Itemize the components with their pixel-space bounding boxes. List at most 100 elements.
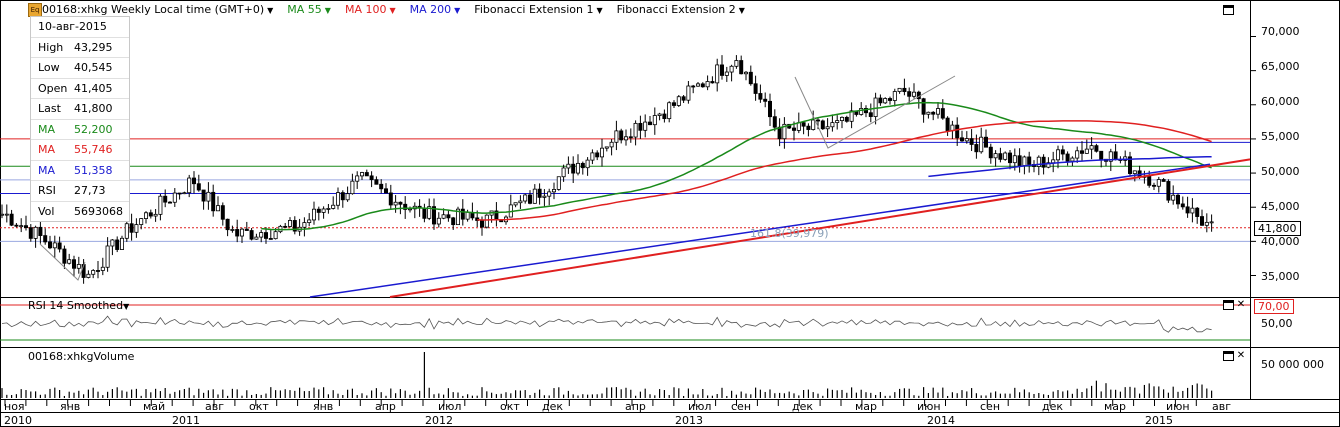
info-value-last: 41,800	[74, 102, 113, 116]
candle-body	[292, 220, 297, 232]
rsi-pane-maximize-icon[interactable]	[1223, 300, 1234, 310]
candle-body	[1171, 194, 1176, 201]
candle-body	[979, 136, 984, 153]
candle-body	[86, 273, 91, 278]
candle-body	[806, 125, 811, 130]
info-label-open: Open	[38, 81, 68, 95]
rsi-pane-title[interactable]: RSI 14 Smoothed▼	[28, 299, 130, 312]
candle-body	[407, 208, 412, 211]
candle-body	[945, 117, 950, 132]
candle-body	[571, 163, 576, 174]
candle-body	[744, 71, 749, 75]
candle-body	[849, 110, 854, 122]
candle-body	[897, 87, 902, 92]
info-value-low: 40,545	[74, 61, 113, 75]
ma55-line	[261, 101, 1212, 231]
candle-body	[1209, 221, 1214, 224]
candle-body	[1017, 155, 1022, 166]
last-price-tag: 41,800	[1254, 221, 1301, 236]
candle-body	[705, 81, 710, 88]
candle-body	[600, 147, 605, 158]
time-axis-month: дек	[1042, 400, 1064, 413]
info-date: 10-авг-2015	[38, 20, 107, 34]
rsi-pane-close-icon[interactable]: ✕	[1236, 299, 1246, 310]
candle-body	[124, 223, 129, 239]
candle-body	[62, 248, 67, 264]
candle-body	[734, 60, 739, 67]
candle-body	[398, 201, 403, 205]
indicator-fib-ext-2[interactable]: Fibonacci Extension 2 ▼	[616, 2, 745, 16]
candle-body	[811, 119, 816, 130]
price-axis-label: 55,000	[1261, 130, 1300, 143]
time-axis-month: сен	[731, 400, 752, 413]
price-pane-maximize-icon[interactable]	[1223, 5, 1234, 15]
candle-body	[672, 102, 677, 106]
price-axis-label: 60,000	[1261, 95, 1300, 108]
candle-body	[1132, 170, 1137, 174]
info-label-low: Low	[38, 61, 60, 75]
indicator-ma100[interactable]: MA 100 ▼	[344, 2, 396, 16]
candle-body	[388, 192, 393, 206]
candle-body	[393, 201, 398, 206]
candle-body	[619, 130, 624, 141]
candle-body	[1084, 148, 1089, 154]
indicator-ma55[interactable]: MA 55 ▼	[287, 2, 331, 16]
candle-body	[888, 98, 893, 101]
time-axis-month: мар	[1104, 400, 1127, 413]
info-label-ma200: MA	[38, 163, 56, 177]
time-axis-year: 2014	[927, 414, 955, 427]
candle-body	[988, 146, 993, 159]
time-axis-month: июл	[438, 400, 462, 413]
candle-body	[129, 223, 134, 233]
time-axis-month: апр	[625, 400, 646, 413]
price-axis-label: 65,000	[1261, 60, 1300, 73]
candle-body	[753, 83, 758, 94]
candle-body	[628, 136, 633, 139]
candle-body	[451, 217, 456, 226]
candle-body	[1041, 156, 1046, 168]
candle-body	[1070, 157, 1075, 162]
candle-body	[465, 211, 470, 220]
candle-body	[201, 189, 206, 202]
candle-body	[724, 71, 729, 76]
candle-body	[287, 220, 292, 227]
candle-body	[100, 266, 105, 271]
indicator-fib-ext-1[interactable]: Fibonacci Extension 1 ▼	[474, 2, 603, 16]
volume-pane-maximize-icon[interactable]	[1223, 351, 1234, 361]
time-axis-year: 2013	[675, 414, 703, 427]
candle-body	[431, 206, 436, 225]
candle-body	[14, 224, 19, 227]
candle-body	[1195, 207, 1200, 217]
candle-body	[1003, 152, 1008, 160]
candle-body	[1156, 179, 1161, 187]
candle-body	[576, 162, 581, 174]
candle-body	[830, 122, 835, 128]
candle-body	[998, 153, 1003, 160]
candle-body	[1180, 203, 1185, 208]
candle-body	[772, 116, 777, 128]
candle-body	[681, 96, 686, 101]
candle-body	[28, 227, 33, 239]
candle-body	[1161, 179, 1166, 182]
candle-body	[359, 172, 364, 177]
symbol-title[interactable]: 00168:xhkg Weekly Local time (GMT+0) ▼	[42, 2, 274, 16]
time-axis-year: 2012	[425, 414, 453, 427]
volume-pane-close-icon[interactable]: ✕	[1236, 350, 1246, 361]
candle-body	[868, 112, 873, 117]
info-value-rsi: 27,73	[74, 184, 106, 198]
indicator-ma200[interactable]: MA 200 ▼	[409, 2, 461, 16]
candle-body	[763, 98, 768, 102]
candle-body	[1056, 149, 1061, 161]
candle-body	[912, 91, 917, 97]
candle-body	[350, 180, 355, 195]
candle-body	[1113, 151, 1118, 160]
candle-body	[1027, 156, 1032, 165]
candle-body	[110, 239, 115, 247]
candle-body	[585, 159, 590, 169]
candle-body	[710, 81, 715, 84]
fib-extension-label: 161.8(39,979)	[750, 227, 829, 240]
candle-body	[1051, 159, 1056, 164]
candle-body	[139, 218, 144, 225]
